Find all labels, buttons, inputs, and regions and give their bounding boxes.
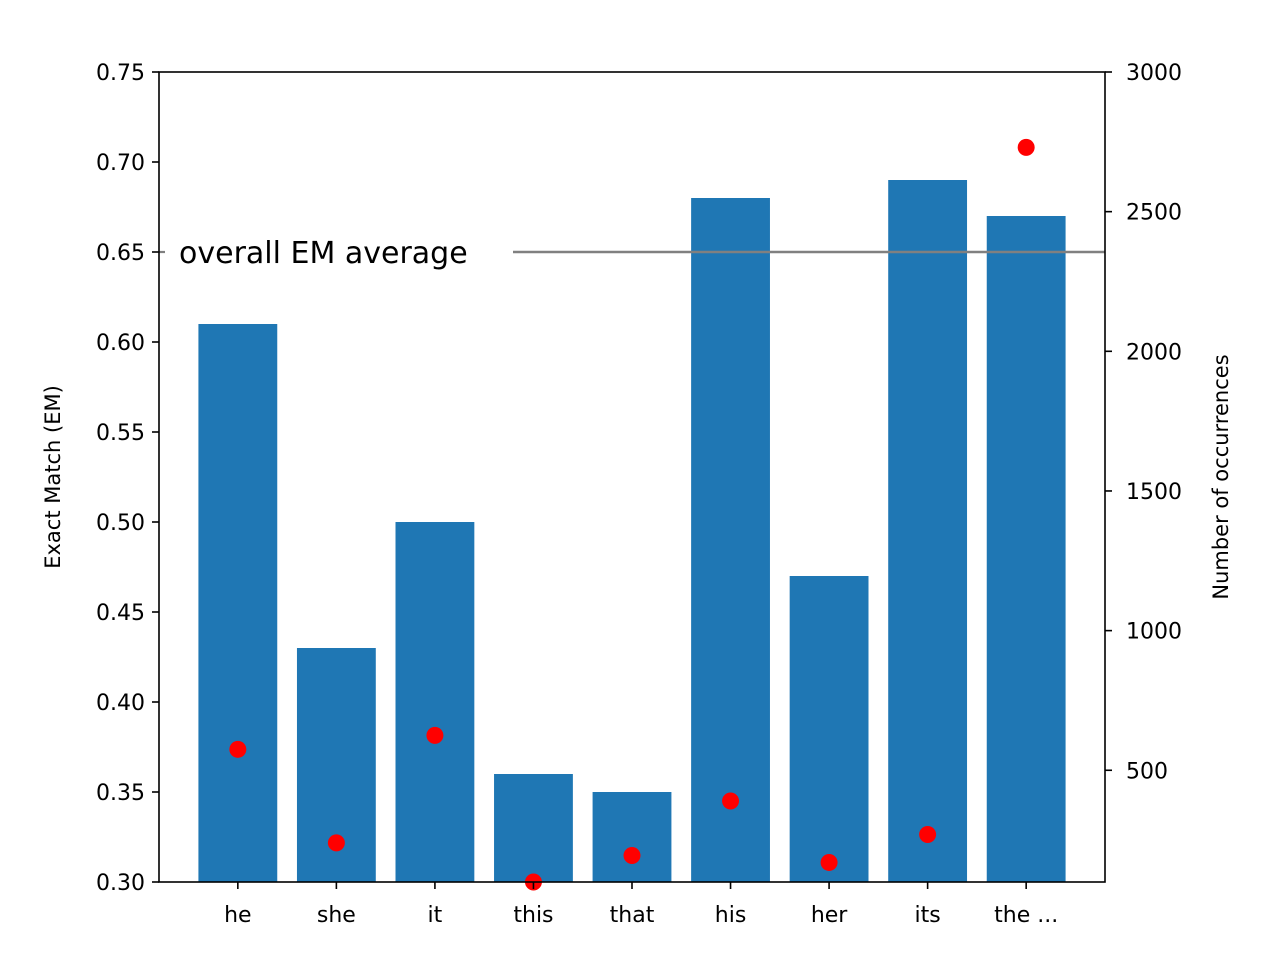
x-tick-label: that (610, 903, 655, 928)
y2-tick-label: 500 (1126, 759, 1168, 784)
y-tick-label: 0.40 (96, 691, 145, 716)
bar (592, 792, 672, 882)
points-layer (229, 138, 1035, 891)
x-tick-label: he (224, 903, 251, 928)
y-tick-label: 0.60 (96, 331, 145, 356)
x-tick-label: his (715, 903, 747, 928)
y2-axis-title: Number of occurrences (1209, 354, 1233, 599)
reference-line-layer: overall EM average (159, 236, 1105, 271)
data-point (919, 826, 937, 844)
y2-tick-label: 3000 (1126, 61, 1182, 86)
y2-tick-label: 1500 (1126, 480, 1182, 505)
x-tick-label: she (317, 903, 356, 928)
y2-tick-label: 1000 (1126, 620, 1182, 645)
reference-line-label: overall EM average (179, 236, 468, 271)
y-tick-label: 0.70 (96, 151, 145, 176)
bar (888, 180, 968, 882)
y-tick-label: 0.30 (96, 871, 145, 896)
y2-tick-label: 2500 (1126, 201, 1182, 226)
axes-layer: 0.30 0.35 0.40 0.45 0.50 0.55 0.60 0.65 0.70 0.75… (96, 61, 1182, 928)
data-point (820, 853, 838, 871)
bar (198, 324, 278, 882)
bar (494, 774, 573, 882)
bar (395, 522, 475, 882)
y-tick-label: 0.65 (96, 241, 145, 266)
data-point (1017, 138, 1035, 156)
bar (789, 576, 869, 882)
data-point (623, 846, 641, 864)
bar (986, 216, 1066, 882)
x-tick-label: this (513, 903, 553, 928)
bar (691, 198, 770, 882)
data-point (722, 792, 740, 810)
y-tick-label: 0.35 (96, 781, 145, 806)
x-tick-label: its (915, 903, 941, 928)
y-tick-label: 0.45 (96, 601, 145, 626)
x-tick-label: the ... (994, 903, 1058, 928)
y2-tick-label: 2000 (1126, 340, 1182, 365)
data-point (426, 726, 444, 744)
y-axis-title: Exact Match (EM) (41, 385, 65, 569)
data-point (229, 740, 247, 758)
data-point (327, 834, 345, 852)
y-tick-label: 0.55 (96, 421, 145, 446)
x-tick-label: it (428, 903, 443, 928)
y-tick-label: 0.50 (96, 511, 145, 536)
y-tick-label: 0.75 (96, 61, 145, 86)
bars-layer (198, 180, 1066, 882)
x-tick-label: her (811, 903, 848, 928)
